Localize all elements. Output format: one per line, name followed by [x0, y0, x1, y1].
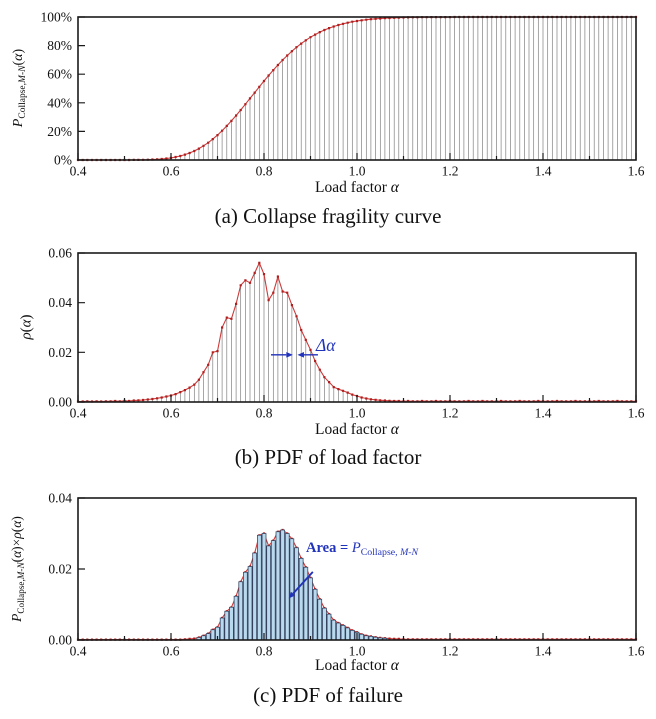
chart-b-y-axis-label: ρ(α): [19, 314, 36, 339]
axis-ticks: [77, 16, 637, 161]
chart-c-x-axis-label: Load factor α: [315, 657, 399, 675]
chart-b-data: [76, 261, 638, 403]
x-tick-label: 1.4: [535, 406, 552, 421]
x-tick-label: 1.4: [535, 644, 552, 659]
y-tick-labels: 0.00 0.02 0.04 0.06: [48, 246, 72, 410]
x-tick-label: 0.8: [256, 164, 273, 179]
label-segment: Load factor: [315, 657, 391, 674]
label-segment: α: [390, 657, 399, 674]
label-segment: (: [18, 327, 35, 333]
y-tick-label: 40%: [47, 95, 72, 110]
label-segment: Load factor: [315, 421, 391, 438]
label-segment: M-N: [15, 562, 26, 580]
label-segment: α: [9, 520, 24, 528]
y-tick-labels: 0% 20% 40% 60% 80% 100%: [41, 10, 73, 168]
y-tick-label: 100%: [41, 10, 73, 25]
chart-c-caption: (c) PDF of failure: [253, 683, 403, 707]
label-segment: P: [351, 540, 361, 556]
y-tick-label: 0.06: [48, 246, 72, 261]
x-tick-label: 1.6: [628, 406, 645, 421]
annotation-arrow: [297, 352, 318, 358]
plot-box: [77, 252, 637, 403]
chart-a-y-axis-label: PCollapse,M-N(α): [11, 48, 29, 128]
chart-b-x-axis-label: Load factor α: [315, 421, 399, 439]
x-tick-label: 0.8: [256, 644, 273, 659]
y-tick-label: 80%: [47, 38, 72, 53]
x-tick-label: 1.6: [628, 164, 645, 179]
label-segment: α: [18, 319, 35, 328]
x-tick-label: 1.4: [535, 164, 552, 179]
label-segment: Collapse,: [360, 547, 401, 559]
label-segment: α: [390, 179, 399, 196]
label-segment: α: [11, 53, 26, 61]
label-segment: ): [18, 314, 35, 320]
label-segment: P: [11, 118, 26, 128]
chart-a-data: [76, 15, 638, 162]
area-annotation: Area = PCollapse, M-N: [306, 540, 419, 559]
histogram-bars: [196, 529, 388, 641]
label-segment: ρ: [9, 532, 24, 539]
chart-b-caption: (b) PDF of load factor: [234, 445, 422, 469]
plot-box: [77, 497, 637, 641]
y-tick-label: 0.00: [48, 395, 72, 410]
label-segment: ): [11, 48, 26, 54]
x-tick-labels: 0.4 0.6 0.8 1.0 1.2 1.4 1.6: [70, 644, 645, 659]
label-segment: ): [9, 516, 24, 521]
label-segment: Δα: [316, 335, 336, 355]
x-tick-label: 1.0: [349, 164, 366, 179]
y-tick-label: 20%: [47, 124, 72, 139]
y-tick-label: 60%: [47, 67, 72, 82]
delta-alpha-annotation: Δα: [316, 335, 335, 356]
x-tick-label: 0.6: [163, 644, 180, 659]
label-segment: Collapse,: [18, 82, 29, 119]
x-tick-label: 1.0: [349, 406, 366, 421]
chart-c-canvas: 0.4 0.6 0.8 1.0 1.2 1.4 1.6 0.00 0.02 0.04: [48, 491, 645, 659]
x-tick-label: 1.0: [349, 644, 366, 659]
label-segment: α: [390, 421, 399, 438]
y-tick-label: 0.02: [48, 562, 72, 577]
x-tick-label: 1.2: [442, 164, 459, 179]
chart-a-caption: (a) Collapse fragility curve: [214, 204, 442, 228]
axis-ticks: [77, 252, 637, 403]
label-segment: (: [9, 527, 24, 533]
x-tick-label: 1.2: [442, 406, 459, 421]
label-segment: α: [9, 550, 24, 558]
label-segment: )×: [9, 538, 24, 551]
label-segment: Collapse,: [15, 579, 26, 614]
data-line: [78, 261, 636, 403]
label-segment: Load factor: [315, 179, 391, 196]
x-tick-labels: 0.4 0.6 0.8 1.0 1.2 1.4 1.6: [70, 164, 645, 179]
y-tick-label: 0.00: [48, 633, 72, 648]
label-segment: M-N: [400, 547, 419, 559]
y-tick-labels: 0.00 0.02 0.04: [48, 491, 72, 648]
chart-b-canvas: 0.4 0.6 0.8 1.0 1.2 1.4 1.6 0.00 0.02 0.04 0.06: [48, 246, 645, 421]
x-tick-label: 0.8: [256, 406, 273, 421]
label-segment: P: [9, 613, 24, 622]
data-markers: [76, 261, 638, 403]
y-tick-label: 0.02: [48, 345, 72, 360]
label-segment: ρ: [18, 332, 35, 340]
x-tick-label: 0.6: [163, 406, 180, 421]
x-tick-labels: 0.4 0.6 0.8 1.0 1.2 1.4 1.6: [70, 406, 645, 421]
annotation-arrow: [288, 571, 314, 599]
y-tick-label: 0.04: [48, 491, 72, 506]
chart-a-canvas: 0.4 0.6 0.8 1.0 1.2 1.4 1.6 0% 20% 40% 60% 80% 100%: [41, 10, 645, 179]
chart-c-y-axis-label: PCollapse,M-N(α)×ρ(α): [9, 516, 26, 622]
x-tick-label: 1.6: [628, 644, 645, 659]
x-tick-label: 0.4: [70, 644, 87, 659]
y-tick-label: 0.04: [48, 295, 72, 310]
annotation-arrow: [270, 352, 293, 358]
x-tick-label: 0.6: [163, 164, 180, 179]
chart-a-x-axis-label: Load factor α: [315, 179, 399, 197]
label-segment: Area =: [306, 540, 352, 556]
x-tick-label: 0.4: [70, 406, 87, 421]
label-segment: (: [9, 557, 24, 563]
x-tick-label: 0.4: [70, 164, 87, 179]
x-tick-label: 1.2: [442, 644, 459, 659]
y-tick-label: 0%: [54, 153, 72, 168]
axis-ticks: [77, 497, 637, 641]
label-segment: M-N: [18, 65, 29, 83]
